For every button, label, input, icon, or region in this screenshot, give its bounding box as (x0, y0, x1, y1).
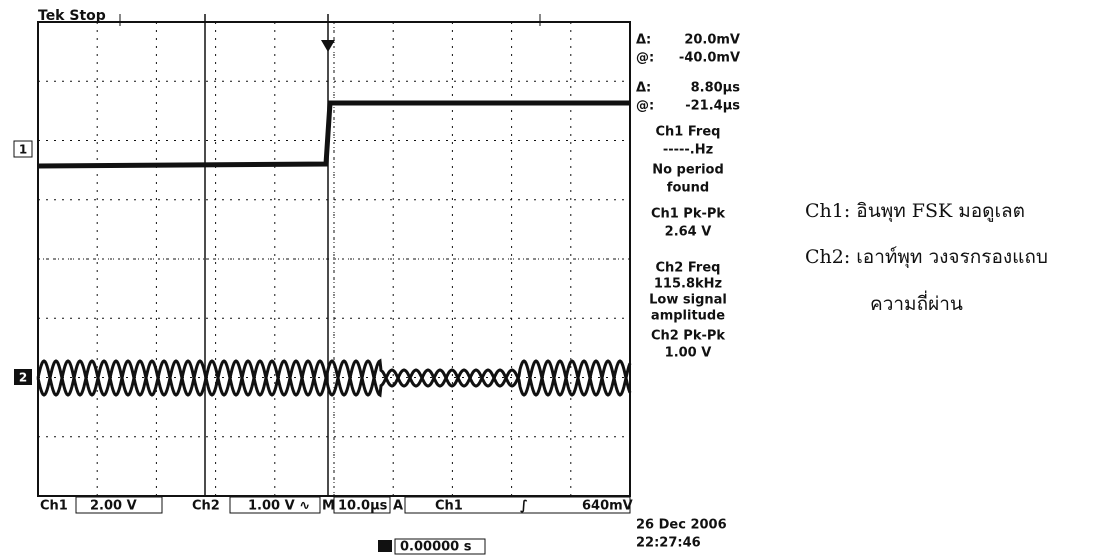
ch2-trace (36, 358, 632, 397)
ch2-waveform (36, 358, 632, 398)
measurement: Ch1 Freq (656, 125, 721, 140)
readout-value: 8.80µs (691, 81, 741, 96)
ch2-marker: 2 (19, 371, 27, 385)
measurement: 2.64 V (665, 225, 712, 240)
graticule (38, 22, 630, 496)
measurement: Ch1 Pk-Pk (651, 207, 725, 222)
ch1-waveform (37, 100, 630, 169)
legend-ch1: Ch1: อินพุท FSK มอดูเลต (805, 200, 1025, 223)
marker-box (13, 140, 33, 158)
time: 22:27:46 (636, 536, 701, 551)
measurement: found (667, 181, 709, 196)
readout-symbol: Δ: (636, 33, 651, 48)
legend-ch2-cont: ความถี่ผ่าน (870, 290, 963, 315)
readout-symbol: @: (636, 99, 654, 114)
measurement: 1.00 V (665, 346, 712, 361)
bar-text: M (322, 499, 335, 514)
trigger-position: 0.00000 s (400, 540, 472, 555)
trigger-icon (378, 540, 392, 552)
date: 26 Dec 2006 (636, 518, 727, 533)
readout-symbol: @: (636, 51, 654, 66)
readout-value: -21.4µs (685, 99, 740, 114)
trigger-marker (321, 40, 335, 52)
ch2-trace (36, 359, 632, 398)
measurement: Ch2 Freq (656, 261, 721, 276)
bar-text: A (393, 499, 403, 514)
ch1-marker: 1 (19, 143, 27, 157)
measurement: -----.Hz (663, 143, 713, 158)
bar-text: 10.0µs (338, 499, 388, 514)
readouts: Δ: 20.0mV @: -40.0mV Δ: 8.80µs @: -21.4µs Ch1 Fr… (636, 33, 740, 361)
bar-text: ∫ (520, 499, 528, 514)
box (404, 496, 631, 514)
measurement: Low signal (649, 293, 727, 308)
box (394, 538, 486, 555)
bar-text: 640mV (582, 499, 633, 514)
readout-symbol: Δ: (636, 81, 651, 96)
measurement: 115.8kHz (654, 277, 722, 292)
marker-box (14, 369, 32, 385)
box (333, 496, 391, 514)
readout-value: 20.0mV (684, 33, 740, 48)
bar-text: 2.00 V (90, 499, 137, 514)
measurement: Ch2 Pk-Pk (651, 329, 725, 344)
bar-text: Ch1 (40, 499, 68, 514)
status-bar: Ch1 2.00 V Ch2 1.00 V ∿ M 10.0µs A Ch1 ∫… (40, 496, 633, 514)
bar-text: Ch1 (435, 499, 463, 514)
box (229, 496, 321, 514)
bar-text: Ch2 (192, 499, 220, 514)
legend-ch2: Ch2: เอาท์พุท วงจรกรองแถบ (805, 246, 1048, 269)
readout-value: -40.0mV (679, 51, 740, 66)
status: Tek Stop (38, 8, 106, 24)
bar-text: 1.00 V ∿ (248, 499, 310, 514)
measurement: amplitude (651, 309, 725, 324)
box (75, 496, 163, 514)
measurement: No period (652, 163, 724, 178)
